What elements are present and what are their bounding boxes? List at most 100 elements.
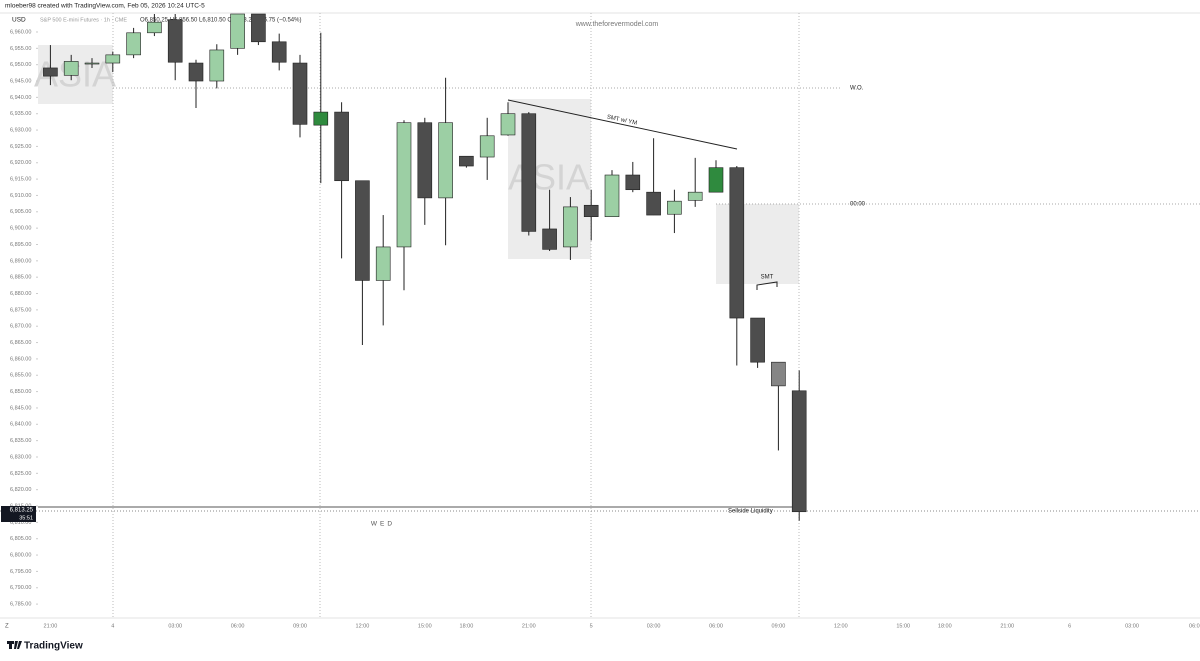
x-tick-label: 5	[590, 623, 593, 629]
candle-body	[438, 122, 453, 199]
candle-body	[230, 13, 245, 49]
candle-body	[188, 62, 204, 82]
candle-body	[667, 200, 682, 215]
y-tick-label: 6,930.00	[10, 128, 31, 134]
candle-body	[646, 191, 661, 216]
candle-body	[583, 204, 599, 217]
x-tick-label: 18:00	[938, 623, 952, 629]
candle-body	[313, 111, 329, 126]
x-tick-label: 21:00	[1000, 623, 1014, 629]
candle-body	[542, 228, 557, 250]
y-tick-label: 6,810.00	[10, 520, 31, 526]
symbol: S&P 500 E-mini Futures · 1h · CME	[40, 17, 127, 23]
day-label: WED	[371, 521, 395, 528]
y-tick-label: 6,880.00	[10, 291, 31, 297]
y-tick-label: 6,805.00	[10, 536, 31, 542]
y-tick-label: 6,960.00	[10, 29, 31, 35]
smt-label: SMT	[761, 275, 774, 281]
wo-label: W.O.	[850, 86, 864, 92]
asia-label: ASIA	[508, 157, 590, 198]
candle-body	[625, 174, 641, 191]
x-tick-label: 18:00	[460, 623, 474, 629]
y-tick-label: 6,865.00	[10, 340, 31, 346]
x-tick-label: 15:00	[896, 623, 910, 629]
y-tick-label: 6,785.00	[10, 602, 31, 608]
y-tick-label: 6,905.00	[10, 209, 31, 215]
y-tick-label: 6,845.00	[10, 405, 31, 411]
candle-body	[396, 122, 412, 248]
candle-body	[479, 135, 495, 158]
candle-body	[500, 113, 516, 136]
watermark: www.theforevermodel.com	[575, 21, 659, 28]
price-tag-label: 6,813.25	[10, 508, 34, 514]
candle-body	[63, 61, 79, 76]
y-tick-label: 6,895.00	[10, 242, 31, 248]
x-tick-label: 03:00	[168, 623, 182, 629]
candle-body	[375, 246, 391, 281]
candle-body	[459, 155, 474, 167]
candle-body	[708, 167, 724, 193]
x-tick-label: 6	[1068, 623, 1071, 629]
y-tick-label: 6,800.00	[10, 553, 31, 559]
y-tick-label: 6,945.00	[10, 78, 31, 84]
candle-body	[209, 49, 225, 82]
candle-body	[604, 174, 620, 217]
x-tick-label: 06:00	[231, 623, 245, 629]
y-tick-label: 6,955.00	[10, 46, 31, 52]
candle-body	[687, 191, 703, 201]
candle-body	[791, 390, 807, 513]
candle-body	[563, 206, 578, 248]
countdown: 35:51	[19, 515, 33, 521]
y-tick-label: 6,910.00	[10, 193, 31, 199]
y-tick-label: 6,940.00	[10, 95, 31, 101]
y-tick-label: 6,920.00	[10, 160, 31, 166]
smt-line	[507, 99, 738, 150]
candle-body	[84, 62, 100, 65]
y-tick-label: 6,795.00	[10, 569, 31, 575]
candle-body	[251, 13, 266, 43]
y-tick-label: 6,825.00	[10, 471, 31, 477]
y-tick-label: 6,915.00	[10, 177, 31, 183]
x-tick-label: 03:00	[1125, 623, 1139, 629]
y-tick-label: 6,870.00	[10, 324, 31, 330]
x-tick-label: 09:00	[772, 623, 786, 629]
x-tick-label: 06:00	[709, 623, 723, 629]
overlay: 6,813.25 35:51 Z TradingView	[1, 506, 83, 652]
y-tick-label: 6,935.00	[10, 111, 31, 117]
x-tick-label: 15:00	[418, 623, 432, 629]
y-tick-label: 6,860.00	[10, 356, 31, 362]
y-tick-label: 6,950.00	[10, 62, 31, 68]
footer-brand: TradingView	[24, 641, 83, 652]
candle-body	[334, 111, 349, 182]
x-tick-label: 09:00	[293, 623, 307, 629]
session-box	[716, 204, 799, 284]
candle-body	[271, 41, 287, 63]
x-tick-label: 03:00	[647, 623, 661, 629]
sellside-label: Sellside Liquidity	[728, 509, 773, 515]
y-tick-label: 6,840.00	[10, 422, 31, 428]
x-tick-label: 06:0	[1189, 623, 1200, 629]
ohlc-legend: O6,850.25 H6,856.50 L6,810.50 C6,813.25 …	[140, 18, 301, 24]
x-tick-label: 21:00	[522, 623, 536, 629]
header: mloeber98 created with TradingView.com, …	[5, 3, 205, 10]
y-tick-label: 6,885.00	[10, 275, 31, 281]
candle-body	[292, 62, 308, 125]
candle-body	[521, 113, 537, 232]
candle-body	[147, 21, 162, 34]
candle-body	[771, 361, 786, 387]
candle-body	[729, 167, 745, 319]
y-tick-label: 6,925.00	[10, 144, 31, 150]
corner-button[interactable]: Z	[5, 624, 9, 630]
y-tick-label: 6,855.00	[10, 373, 31, 379]
candle-body	[43, 67, 58, 77]
y-tick-label: 6,850.00	[10, 389, 31, 395]
y-tick-label: 6,820.00	[10, 487, 31, 493]
y-tick-label: 6,830.00	[10, 454, 31, 460]
candle-body	[417, 122, 433, 199]
candle-body	[105, 54, 121, 64]
y-tick-label: 6,790.00	[10, 585, 31, 591]
price-tag	[1, 506, 36, 522]
